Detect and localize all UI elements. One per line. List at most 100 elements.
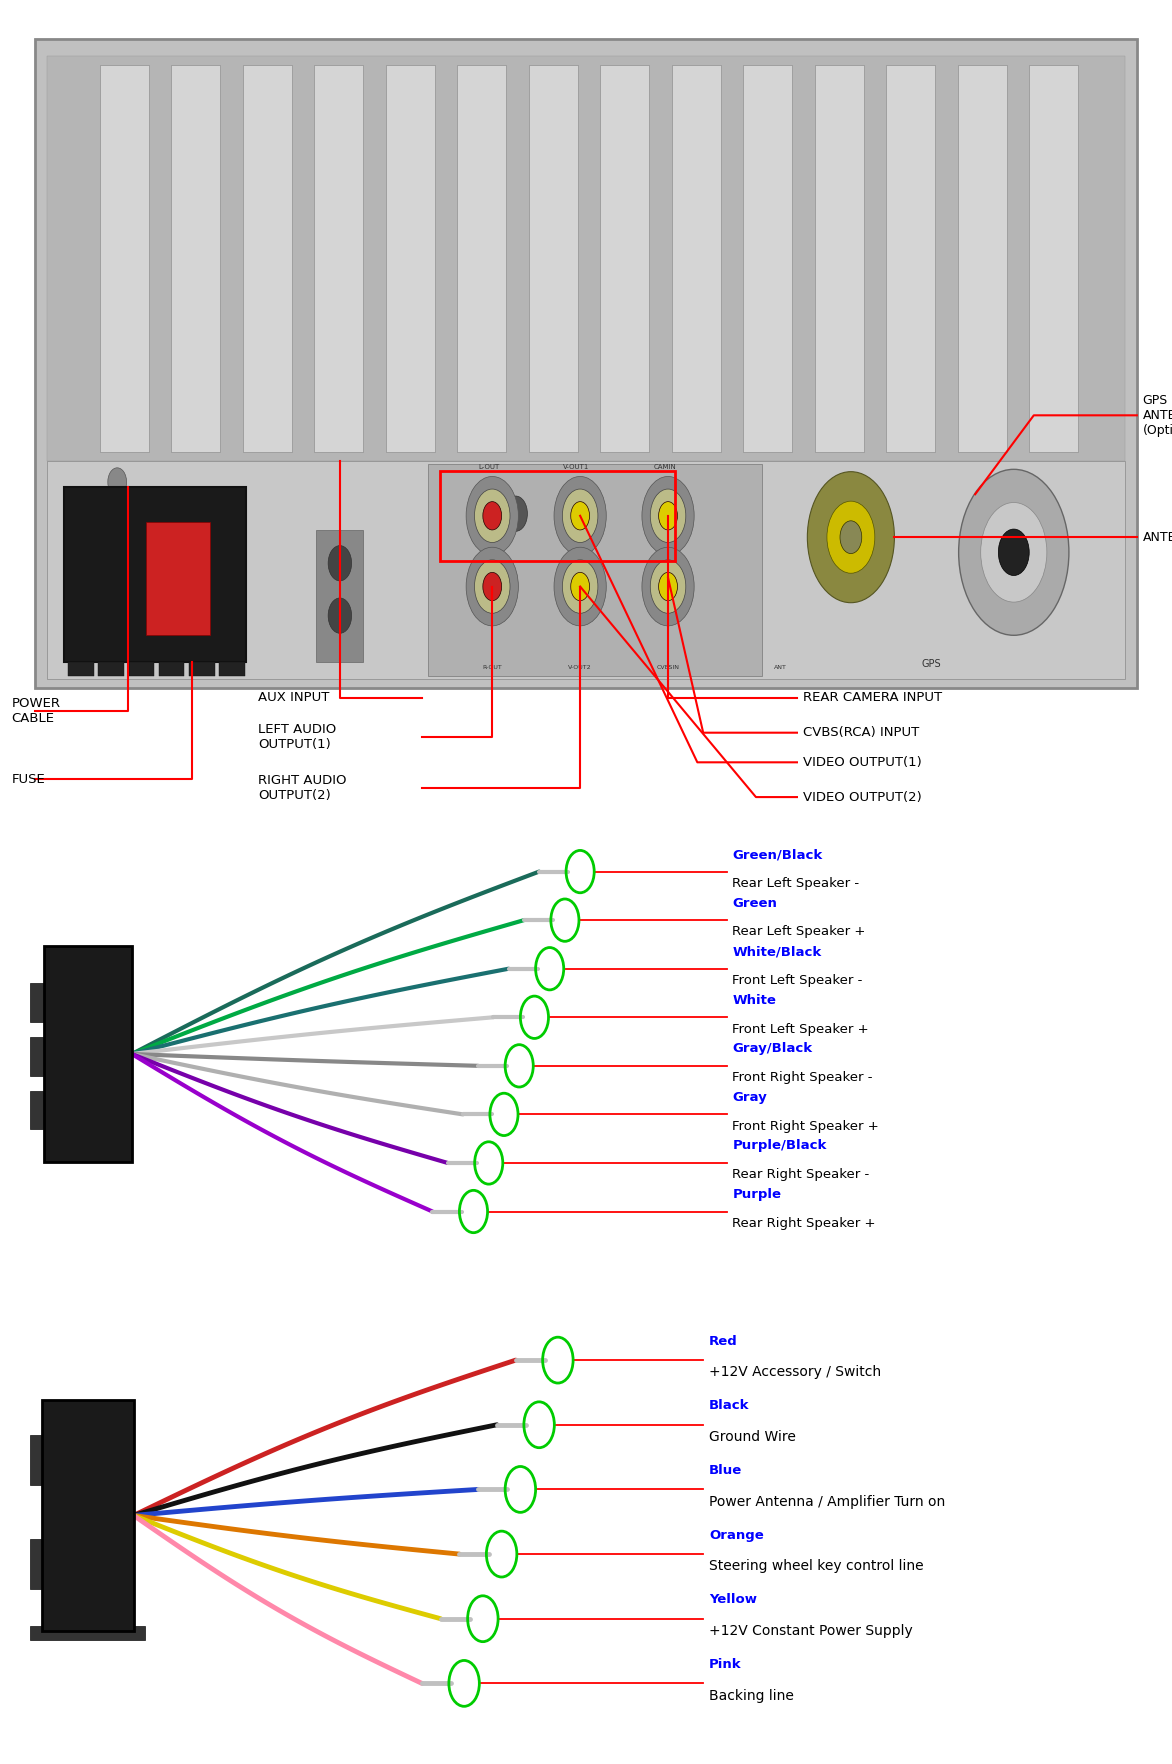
Text: CVBS(RCA) INPUT: CVBS(RCA) INPUT: [803, 727, 919, 739]
Text: V-OUT1: V-OUT1: [564, 464, 590, 469]
Text: Power Antenna / Amplifier Turn on: Power Antenna / Amplifier Turn on: [709, 1494, 946, 1508]
Bar: [47, 460, 1125, 679]
Bar: [171, 65, 220, 452]
Text: CAMIN: CAMIN: [653, 464, 676, 469]
Bar: [30, 1626, 145, 1641]
Circle shape: [659, 501, 677, 529]
Text: Rear Right Speaker -: Rear Right Speaker -: [732, 1168, 870, 1182]
Circle shape: [642, 476, 694, 556]
Bar: [189, 662, 214, 676]
Text: Front Right Speaker +: Front Right Speaker +: [732, 1120, 879, 1132]
Text: R-OUT: R-OUT: [483, 665, 502, 670]
Circle shape: [571, 501, 590, 529]
Bar: [98, 662, 124, 676]
Text: Gray: Gray: [732, 1090, 768, 1104]
Bar: [457, 65, 506, 452]
Circle shape: [108, 467, 127, 496]
Circle shape: [475, 559, 510, 614]
Bar: [1029, 65, 1078, 452]
Circle shape: [999, 529, 1029, 575]
Bar: [42, 1401, 134, 1632]
Bar: [219, 662, 245, 676]
Text: Steering wheel key control line: Steering wheel key control line: [709, 1559, 924, 1573]
Text: Front Left Speaker -: Front Left Speaker -: [732, 974, 863, 988]
Bar: [243, 65, 292, 452]
Circle shape: [483, 501, 502, 529]
Bar: [45, 946, 131, 1162]
Text: Purple/Black: Purple/Black: [732, 1140, 827, 1152]
Circle shape: [466, 476, 518, 556]
Bar: [30, 1434, 42, 1485]
Text: White: White: [732, 993, 776, 1007]
Circle shape: [827, 501, 874, 573]
Bar: [815, 65, 864, 452]
Circle shape: [328, 545, 352, 580]
Bar: [35, 39, 1137, 688]
Text: POWER
CABLE: POWER CABLE: [12, 697, 61, 725]
Text: Orange: Orange: [709, 1529, 764, 1542]
Text: +12V Accessory / Switch: +12V Accessory / Switch: [709, 1365, 881, 1379]
Bar: [428, 464, 762, 676]
Circle shape: [659, 572, 677, 602]
Bar: [64, 487, 246, 662]
Bar: [672, 65, 721, 452]
Circle shape: [563, 559, 598, 614]
Circle shape: [504, 496, 527, 531]
Text: VIDEO OUTPUT(1): VIDEO OUTPUT(1): [803, 755, 921, 769]
Text: Red: Red: [709, 1335, 738, 1348]
Text: GPS: GPS: [922, 658, 941, 669]
Text: Rear Left Speaker +: Rear Left Speaker +: [732, 926, 866, 938]
Text: Yellow: Yellow: [709, 1593, 757, 1607]
Bar: [159, 662, 184, 676]
Bar: [886, 65, 935, 452]
Text: Rear Left Speaker -: Rear Left Speaker -: [732, 877, 859, 889]
Circle shape: [563, 489, 598, 543]
Text: Pink: Pink: [709, 1658, 742, 1671]
Text: GPS
ANTENNA
(Optional): GPS ANTENNA (Optional): [1143, 393, 1172, 437]
Circle shape: [981, 503, 1047, 602]
Circle shape: [554, 547, 606, 626]
Circle shape: [840, 520, 861, 554]
Circle shape: [959, 469, 1069, 635]
Bar: [129, 662, 155, 676]
Bar: [30, 1538, 42, 1589]
Bar: [386, 65, 435, 452]
Bar: [600, 65, 649, 452]
Bar: [314, 65, 363, 452]
Circle shape: [475, 489, 510, 543]
Bar: [958, 65, 1007, 452]
Text: Ground Wire: Ground Wire: [709, 1431, 796, 1445]
Circle shape: [554, 476, 606, 556]
Circle shape: [466, 547, 518, 626]
Text: Green: Green: [732, 896, 777, 910]
Text: Front Left Speaker +: Front Left Speaker +: [732, 1023, 870, 1035]
Circle shape: [650, 489, 686, 543]
Bar: [68, 662, 94, 676]
Text: Green/Black: Green/Black: [732, 848, 823, 861]
Text: Blue: Blue: [709, 1464, 742, 1476]
Text: Black: Black: [709, 1399, 750, 1413]
Text: AUX INPUT: AUX INPUT: [258, 691, 329, 704]
Bar: [440, 471, 675, 561]
Text: RIGHT AUDIO
OUTPUT(2): RIGHT AUDIO OUTPUT(2): [258, 774, 347, 803]
Bar: [743, 65, 792, 452]
Bar: [30, 1090, 45, 1129]
Text: REAR CAMERA INPUT: REAR CAMERA INPUT: [803, 691, 942, 704]
Circle shape: [328, 598, 352, 633]
Text: V-OUT2: V-OUT2: [568, 665, 592, 670]
Text: FUSE: FUSE: [12, 773, 46, 785]
Text: Rear Right Speaker +: Rear Right Speaker +: [732, 1217, 875, 1230]
Circle shape: [642, 547, 694, 626]
Text: +12V Constant Power Supply: +12V Constant Power Supply: [709, 1625, 913, 1639]
Text: CVESIN: CVESIN: [656, 665, 680, 670]
Bar: [146, 522, 210, 635]
Text: LEFT AUDIO
OUTPUT(1): LEFT AUDIO OUTPUT(1): [258, 723, 336, 750]
Circle shape: [571, 572, 590, 602]
Text: ANT: ANT: [774, 665, 786, 670]
Circle shape: [650, 559, 686, 614]
Bar: [529, 65, 578, 452]
Bar: [47, 56, 1125, 460]
Text: VIDEO OUTPUT(2): VIDEO OUTPUT(2): [803, 790, 921, 804]
Text: Backing line: Backing line: [709, 1688, 793, 1702]
Text: L-OUT: L-OUT: [478, 464, 499, 469]
